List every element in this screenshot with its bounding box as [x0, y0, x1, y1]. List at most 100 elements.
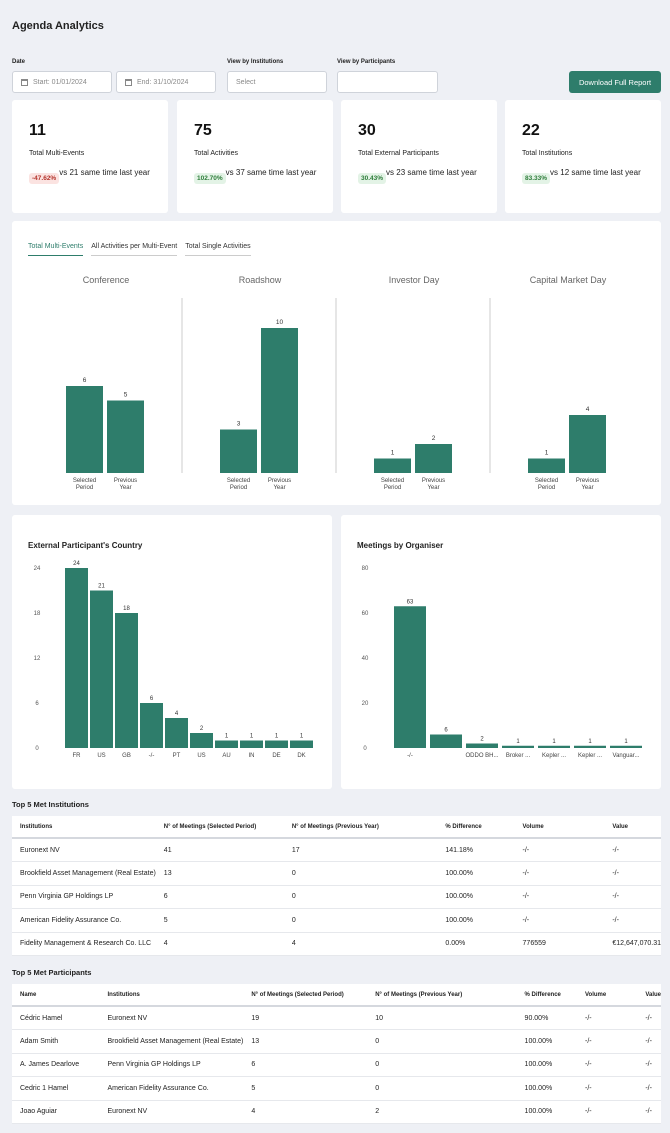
- cell-meetings-selected: 6: [243, 1053, 368, 1077]
- calendar-icon: [125, 78, 132, 86]
- download-report-button[interactable]: Download Full Report: [569, 71, 661, 93]
- stat-card: 30 Total External Participants 30.43% vs…: [341, 100, 497, 213]
- column-header-name[interactable]: Name: [12, 984, 100, 1007]
- bar: [528, 458, 565, 473]
- table-row[interactable]: Fidelity Management & Research Co. LLC 4 4…: [12, 932, 661, 956]
- end-date-input[interactable]: End: 31/10/2024: [116, 71, 216, 93]
- bar: [610, 745, 642, 748]
- multi-events-panel: Total Multi-Events All Activities per Mu…: [12, 221, 661, 505]
- chart-title: Roadshow: [239, 275, 282, 285]
- cell-value: -/-: [604, 885, 661, 909]
- data-label: 3: [237, 421, 241, 428]
- x-tick-label: IN: [249, 753, 255, 759]
- cell-difference: 0.00%: [437, 932, 515, 956]
- stat-card: 75 Total Activities 102.70% vs 37 same t…: [177, 100, 333, 213]
- cell-institution: American Fidelity Assurance Co.: [12, 908, 156, 933]
- column-header-meetings-selected[interactable]: N° of Meetings (Selected Period): [243, 984, 368, 1007]
- cell-name: Joao Aguiar: [12, 1100, 100, 1124]
- table-row[interactable]: A. James Dearlove Penn Virginia GP Holdin…: [12, 1053, 661, 1077]
- data-label: 4: [175, 711, 179, 717]
- column-header-meetings-previous[interactable]: N° of Meetings (Previous Year): [283, 816, 438, 839]
- calendar-icon: [21, 78, 28, 86]
- cell-volume: -/-: [514, 908, 605, 933]
- cell-institution: Fidelity Management & Research Co. LLC: [12, 932, 156, 956]
- table-row[interactable]: Cedric 1 Hamel American Fidelity Assuranc…: [12, 1076, 661, 1101]
- column-header-difference[interactable]: % Difference: [516, 984, 577, 1007]
- column-header-meetings-selected[interactable]: N° of Meetings (Selected Period): [155, 816, 284, 839]
- cell-difference: 100.00%: [516, 1100, 577, 1124]
- cell-difference: 100.00%: [516, 1076, 577, 1101]
- cell-institution: Euronext NV: [99, 1006, 244, 1030]
- tab-total-single-activities[interactable]: Total Single Activities: [185, 243, 251, 256]
- x-tick-label: -/-: [407, 753, 413, 759]
- institutions-filter-label: View by Institutions: [227, 59, 284, 65]
- column-header-volume[interactable]: Volume: [577, 984, 638, 1007]
- data-label: 1: [588, 739, 592, 745]
- cell-meetings-previous: 0: [283, 861, 438, 886]
- cell-institution: Brookfield Asset Management (Real Estate…: [99, 1029, 244, 1054]
- x-tick-label: Period: [76, 485, 93, 491]
- bar: [220, 429, 257, 473]
- comparison-text: vs 23 same time last year: [386, 168, 477, 177]
- cell-name: Adam Smith: [12, 1029, 100, 1054]
- column-header-institutions[interactable]: Institutions: [99, 984, 244, 1007]
- column-header-value[interactable]: Value: [637, 984, 661, 1007]
- bar: [261, 328, 298, 473]
- column-header-institutions[interactable]: Institutions: [12, 816, 156, 839]
- x-tick-label: Year: [273, 485, 285, 491]
- data-label: 2: [480, 737, 484, 743]
- tab-activities-per-multi-event[interactable]: All Activities per Multi-Event: [91, 243, 178, 256]
- cell-volume: -/-: [514, 838, 605, 862]
- x-tick-label: ODDO BH...: [465, 753, 498, 759]
- column-header-difference[interactable]: % Difference: [437, 816, 515, 839]
- table-row[interactable]: Penn Virginia GP Holdings LP 6 0 100.00% -/-…: [12, 885, 661, 909]
- data-label: 1: [552, 739, 556, 745]
- participants-select[interactable]: [337, 71, 438, 93]
- percent-change-badge: 102.70%: [194, 173, 226, 184]
- participants-table-title: Top 5 Met Participants: [12, 968, 92, 977]
- x-tick-label: Previous: [114, 478, 137, 484]
- column-header-meetings-previous[interactable]: N° of Meetings (Previous Year): [367, 984, 517, 1007]
- x-tick-label: DK: [297, 753, 305, 759]
- cell-meetings-previous: 0: [367, 1076, 517, 1101]
- data-label: 1: [624, 739, 628, 745]
- column-header-volume[interactable]: Volume: [514, 816, 605, 839]
- data-label: 1: [391, 450, 395, 457]
- bar: [394, 606, 426, 748]
- stat-label: Total External Participants: [358, 150, 439, 157]
- chart-title: Conference: [83, 275, 130, 285]
- institutions-select[interactable]: Select: [227, 71, 327, 93]
- cell-institution: Brookfield Asset Management (Real Estate…: [12, 861, 156, 886]
- y-tick-label: 24: [34, 566, 41, 572]
- x-tick-label: PT: [173, 753, 181, 759]
- table-row[interactable]: Brookfield Asset Management (Real Estate…: [12, 861, 661, 886]
- stat-label: Total Institutions: [522, 150, 573, 157]
- cell-meetings-selected: 41: [155, 838, 284, 862]
- cell-meetings-previous: 0: [367, 1053, 517, 1077]
- cell-institution: Penn Virginia GP Holdings LP: [12, 885, 156, 909]
- table-row[interactable]: Cédric Hamel Euronext NV 19 10 90.00% -/- -/-: [12, 1006, 661, 1030]
- country-bar-chart: 0 6 12 18 24 24 FR 21 US 18 GB 6 -/- 4 PT 2 US 1 AU 1 IN 1 DE 1…: [34, 561, 313, 759]
- cell-meetings-previous: 17: [283, 838, 438, 862]
- bar: [90, 590, 113, 748]
- x-tick-label: AU: [222, 753, 230, 759]
- organiser-chart-title: Meetings by Organiser: [357, 541, 444, 550]
- bar: [569, 415, 606, 473]
- x-tick-label: Year: [427, 485, 439, 491]
- cell-meetings-selected: 19: [243, 1006, 368, 1030]
- column-header-value[interactable]: Value: [604, 816, 661, 839]
- table-row[interactable]: American Fidelity Assurance Co. 5 0 100.00%…: [12, 908, 661, 933]
- stat-comparison: -47.62% vs 21 same time last year: [29, 167, 161, 184]
- table-row[interactable]: Joao Aguiar Euronext NV 4 2 100.00% -/- -/-: [12, 1100, 661, 1124]
- table-row[interactable]: Euronext NV 41 17 141.18% -/- -/-: [12, 838, 661, 862]
- stat-card: 22 Total Institutions 83.33% vs 12 same …: [505, 100, 661, 213]
- cell-difference: 90.00%: [516, 1006, 577, 1030]
- stat-comparison: 30.43% vs 23 same time last year: [358, 167, 490, 184]
- x-tick-label: Broker ...: [506, 753, 531, 759]
- start-date-input[interactable]: Start: 01/01/2024: [12, 71, 112, 93]
- table-row[interactable]: Adam Smith Brookfield Asset Management (R…: [12, 1029, 661, 1054]
- bar: [165, 718, 188, 748]
- tab-total-multi-events[interactable]: Total Multi-Events: [28, 243, 84, 256]
- y-tick-label: 40: [362, 656, 369, 662]
- cell-name: Cedric 1 Hamel: [12, 1076, 100, 1101]
